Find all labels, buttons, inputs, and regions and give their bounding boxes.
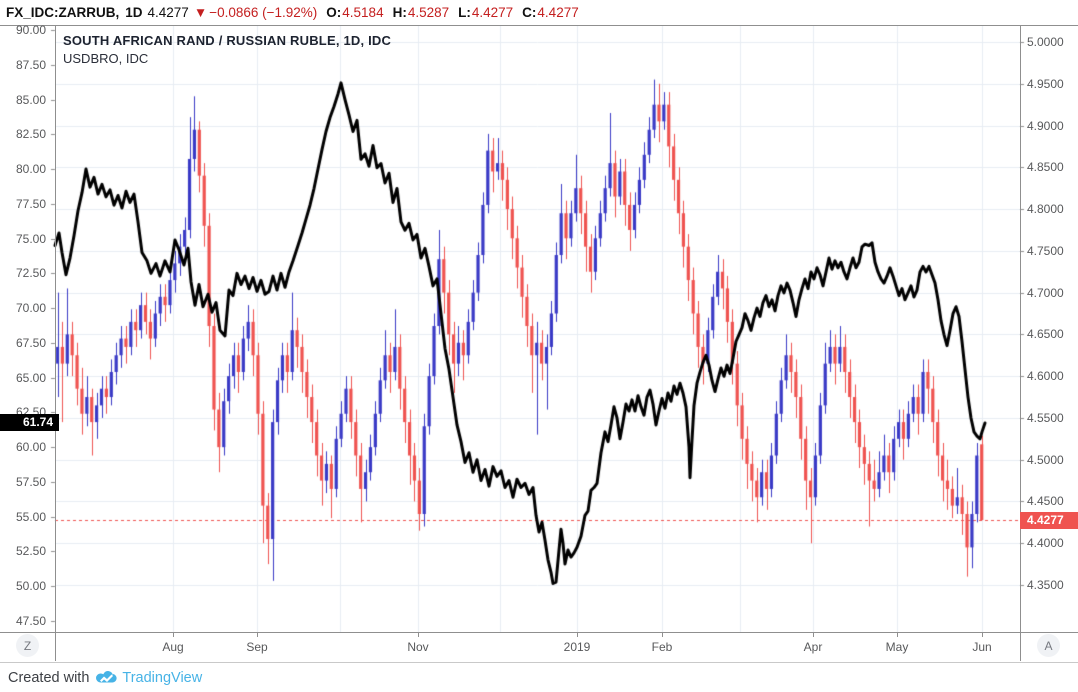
- legend: SOUTH AFRICAN RAND / RUSSIAN RUBLE, 1D, …: [63, 33, 391, 66]
- left-axis-label: 75.00: [15, 231, 46, 246]
- right-axis-label: 5.0000: [1027, 35, 1064, 49]
- right-axis-label: 4.5000: [1027, 452, 1064, 467]
- time-axis-label: Sep: [246, 640, 268, 654]
- time-axis-label: 2019: [563, 640, 591, 654]
- high-label: H:: [392, 5, 407, 20]
- left-axis-label: 70.00: [15, 301, 46, 316]
- left-axis-label: 57.50: [15, 474, 46, 489]
- time-axis-label: Aug: [162, 640, 184, 654]
- right-axis-label: 4.3500: [1027, 578, 1064, 592]
- left-axis-label: 87.50: [15, 57, 46, 72]
- left-axis-label: 85.00: [15, 92, 46, 107]
- left-scale-mode-button[interactable]: Z: [16, 634, 39, 657]
- tradingview-brand-text[interactable]: TradingView: [122, 670, 203, 686]
- low-value: 4.4277: [471, 5, 514, 20]
- right-axis-label: 4.5500: [1027, 410, 1064, 425]
- time-axis-border: [0, 632, 1078, 633]
- time-axis-tick: [577, 633, 578, 637]
- time-axis-tick: [982, 633, 983, 637]
- time-axis-tick: [418, 633, 419, 637]
- down-arrow-icon: ▼: [193, 5, 208, 20]
- left-axis-label: 82.50: [15, 127, 46, 142]
- close-label: C:: [522, 5, 537, 20]
- left-axis-label: 80.00: [15, 162, 46, 177]
- time-axis-tick: [897, 633, 898, 637]
- right-axis-label: 4.7000: [1027, 285, 1064, 300]
- price-change: −0.0866 (−1.92%): [209, 5, 318, 20]
- legend-overlay-series-title[interactable]: USDBRO, IDC: [63, 51, 149, 66]
- left-axis-label: 60.00: [15, 440, 46, 455]
- right-axis-label: 4.9500: [1027, 76, 1064, 91]
- left-axis-label: 77.50: [15, 196, 46, 211]
- open-label: O:: [326, 5, 342, 20]
- right-axis-label: 4.7500: [1027, 243, 1064, 258]
- created-with-text: Created with: [8, 670, 90, 686]
- right-scale-auto-button[interactable]: A: [1037, 634, 1060, 657]
- left-axis-label: 50.00: [15, 579, 46, 594]
- left-axis-label: 52.50: [15, 544, 46, 559]
- time-axis-tick: [257, 633, 258, 637]
- last-price: 4.4277: [147, 5, 189, 20]
- open-value: 4.5184: [342, 5, 384, 20]
- right-axis-label: 4.8500: [1027, 160, 1064, 175]
- left-axis-border: [55, 26, 56, 661]
- left-scale-last-value-badge: 61.74: [0, 414, 59, 432]
- close-value: 4.4277: [537, 5, 579, 20]
- right-scale-last-value-badge: 4.4277: [1020, 511, 1078, 529]
- time-axis-label: Jun: [972, 640, 992, 654]
- right-axis-label: 4.6000: [1027, 369, 1064, 384]
- right-axis-label: 4.9000: [1027, 118, 1064, 133]
- right-axis-border: [1020, 26, 1021, 661]
- high-value: 4.5287: [407, 5, 450, 20]
- left-axis-label: 47.50: [15, 614, 46, 628]
- left-axis-label: 90.00: [15, 23, 46, 37]
- attribution-footer: Created with TradingView: [0, 662, 1078, 692]
- symbol-interval[interactable]: 1D: [125, 5, 143, 20]
- time-axis-label: Nov: [407, 640, 429, 654]
- symbol-name[interactable]: FX_IDC:ZARRUB,: [6, 5, 120, 20]
- low-label: L:: [458, 5, 471, 20]
- time-axis-label: Apr: [803, 640, 823, 654]
- legend-main-series-title[interactable]: SOUTH AFRICAN RAND / RUSSIAN RUBLE, 1D, …: [63, 33, 392, 48]
- right-axis-label: 4.6500: [1027, 327, 1064, 342]
- time-axis-label: May: [885, 640, 909, 654]
- chart-canvas[interactable]: [0, 26, 1078, 632]
- left-axis-label: 55.00: [15, 509, 46, 524]
- tradingview-logo-icon[interactable]: [96, 670, 118, 686]
- left-axis-label: 67.50: [15, 335, 46, 350]
- left-axis-label: 65.00: [15, 370, 46, 385]
- time-axis-label: Feb: [651, 640, 673, 654]
- right-axis-label: 4.4500: [1027, 494, 1064, 509]
- time-axis-tick: [662, 633, 663, 637]
- time-axis-tick: [813, 633, 814, 637]
- right-axis-label: 4.4000: [1027, 536, 1064, 551]
- right-axis-label: 4.8000: [1027, 202, 1064, 217]
- time-axis-tick: [173, 633, 174, 637]
- symbol-header-bar[interactable]: FX_IDC:ZARRUB, 1D 4.4277 ▼ −0.0866 (−1.92…: [0, 0, 1078, 26]
- left-axis-label: 72.50: [15, 266, 46, 281]
